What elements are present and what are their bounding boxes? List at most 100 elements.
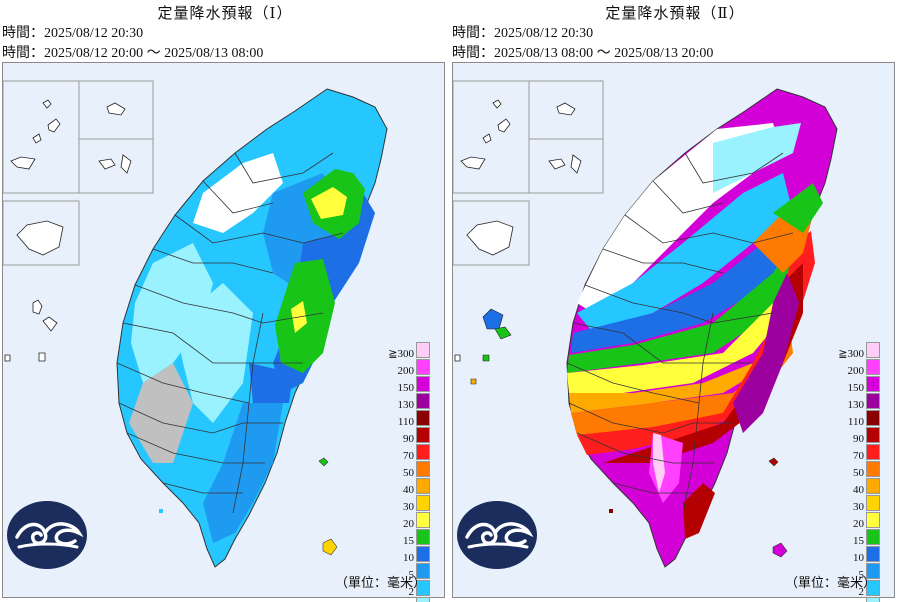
legend-row: 20 <box>403 512 434 530</box>
legend-swatch <box>416 359 430 375</box>
legend-swatch <box>416 478 430 494</box>
legend-row: 50 <box>403 461 434 479</box>
rainfall-legend: ≧30020015013011090705040302015105210.5 <box>838 342 884 602</box>
legend-swatch <box>416 444 430 460</box>
legend-swatch <box>416 529 430 545</box>
legend-row: 90 <box>403 427 434 445</box>
legend-swatch <box>866 495 880 511</box>
legend-row: 110 <box>848 410 884 428</box>
legend-swatch <box>866 580 880 596</box>
legend-label: ≧300 <box>838 348 864 360</box>
legend-label: ≧300 <box>388 348 414 360</box>
taiwan-map <box>3 80 388 568</box>
legend-label: 200 <box>847 365 865 377</box>
legend-label: 200 <box>397 365 415 377</box>
legend-label: 30 <box>853 501 864 513</box>
legend-label: 50 <box>403 467 414 479</box>
taiwan-map <box>453 80 838 568</box>
legend-row: 70 <box>853 444 884 462</box>
legend-swatch <box>416 512 430 528</box>
legend-row: 110 <box>398 410 434 428</box>
legend-swatch <box>416 376 430 392</box>
unit-label: （單位：毫米） <box>784 576 876 591</box>
legend-swatch <box>866 444 880 460</box>
legend-row: 20 <box>853 512 884 530</box>
legend-label: 5 <box>858 569 865 581</box>
legend-label: 150 <box>397 382 415 394</box>
legend-label: 2 <box>408 586 415 598</box>
legend-label: 150 <box>847 382 865 394</box>
legend-row: 40 <box>403 478 434 496</box>
legend-row: 1 <box>866 597 884 602</box>
issue-time-label: 時間：2025/08/12 20:30 <box>2 26 144 41</box>
forecast-panel-2: 定量降水預報（Ⅱ） 時間：2025/08/12 20:30 時間：2025/08… <box>452 0 898 602</box>
legend-swatch <box>416 427 430 443</box>
legend-label: 70 <box>403 450 414 462</box>
legend-label: 90 <box>403 433 414 445</box>
legend-swatch <box>866 512 880 528</box>
issue-time-label: 時間：2025/08/12 20:30 <box>452 26 594 41</box>
legend-label: 10 <box>853 552 864 564</box>
legend-row: 70 <box>403 444 434 462</box>
legend-row: 2 <box>409 580 434 598</box>
legend-swatch <box>866 376 880 392</box>
rainfall-legend: ≧30020015013011090705040302015105210.5 <box>388 342 434 602</box>
legend-row: 130 <box>398 393 434 411</box>
legend-label: 90 <box>853 433 864 445</box>
taiwan-island <box>116 88 388 568</box>
legend-swatch <box>416 597 430 602</box>
legend-row: 150 <box>848 376 884 394</box>
legend-label: 130 <box>847 399 865 411</box>
legend-swatch <box>866 342 880 358</box>
panel-title: 定量降水預報（Ⅱ） <box>605 4 745 22</box>
legend-swatch <box>416 461 430 477</box>
legend-row: 40 <box>853 478 884 496</box>
legend-swatch <box>866 529 880 545</box>
legend-swatch <box>866 359 880 375</box>
legend-label: 30 <box>403 501 414 513</box>
legend-label: 15 <box>853 535 864 547</box>
cwa-logo <box>5 499 89 575</box>
unit-label: （單位：毫米） <box>334 576 426 591</box>
legend-label: 20 <box>853 518 864 530</box>
legend-row: 90 <box>853 427 884 445</box>
rainfall-map: ≧30020015013011090705040302015105210.5 （… <box>2 62 445 602</box>
legend-row: 150 <box>398 376 434 394</box>
legend-label: 130 <box>397 399 415 411</box>
legend-row: 15 <box>403 529 434 547</box>
cwa-logo <box>455 499 539 575</box>
legend-swatch <box>416 342 430 358</box>
legend-swatch <box>416 495 430 511</box>
legend-swatch <box>866 393 880 409</box>
valid-time-label: 時間：2025/08/13 08:00 ～ 2025/08/13 20:00 <box>452 46 714 61</box>
legend-label: 20 <box>403 518 414 530</box>
legend-row: 15 <box>853 529 884 547</box>
legend-swatch <box>866 427 880 443</box>
legend-swatch <box>416 410 430 426</box>
legend-swatch <box>866 563 880 579</box>
legend-row: 5 <box>409 563 434 581</box>
legend-label: 15 <box>403 535 414 547</box>
taiwan-island <box>566 88 838 568</box>
rainfall-map: ≧30020015013011090705040302015105210.5 （… <box>452 62 895 602</box>
legend-row: 10 <box>403 546 434 564</box>
legend-swatch <box>416 580 430 596</box>
legend-label: 40 <box>853 484 864 496</box>
forecast-panel-1: 定量降水預報（Ⅰ） 時間：2025/08/12 20:30 時間：2025/08… <box>2 0 448 602</box>
legend-swatch <box>866 546 880 562</box>
legend-row: 1 <box>416 597 434 602</box>
legend-row: 200 <box>848 359 884 377</box>
legend-swatch <box>866 478 880 494</box>
legend-row: 30 <box>853 495 884 513</box>
legend-label: 110 <box>847 416 864 428</box>
legend-swatch <box>416 563 430 579</box>
panel-title: 定量降水預報（Ⅰ） <box>157 4 293 22</box>
legend-row: 200 <box>398 359 434 377</box>
legend-swatch <box>866 461 880 477</box>
legend-label: 2 <box>858 586 865 598</box>
legend-row: ≧300 <box>388 342 434 360</box>
legend-label: 50 <box>853 467 864 479</box>
legend-swatch <box>416 546 430 562</box>
legend-row: 10 <box>853 546 884 564</box>
legend-row: 5 <box>859 563 884 581</box>
